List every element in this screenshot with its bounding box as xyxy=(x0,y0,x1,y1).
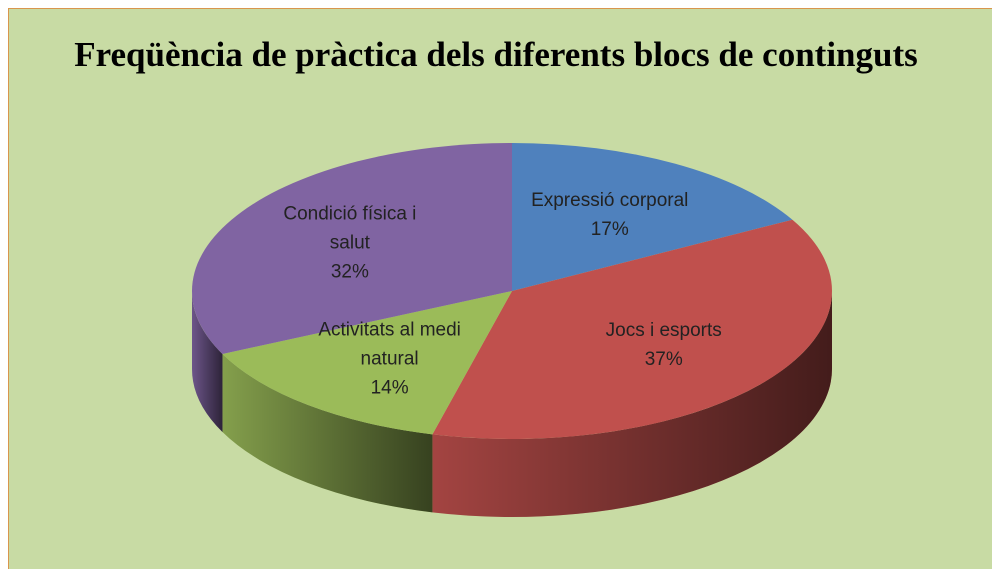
label-category: Condició física i salut xyxy=(283,203,417,254)
data-label: Expressió corporal 17% xyxy=(525,186,695,244)
slice-side-shade xyxy=(192,291,223,433)
label-category: Expressió corporal xyxy=(531,189,689,211)
chart-title: Freqüència de pràctica dels diferents bl… xyxy=(74,35,918,74)
label-value: 37% xyxy=(644,349,683,371)
label-category: Activitats al medi natural xyxy=(318,319,461,370)
slice-side-shade xyxy=(432,291,833,517)
label-value: 32% xyxy=(330,261,369,283)
slice-side-shade xyxy=(222,354,433,513)
label-value: 14% xyxy=(370,377,409,399)
slice xyxy=(432,219,832,439)
data-label: Condició física i salut 32% xyxy=(265,200,435,287)
slice xyxy=(191,143,513,355)
slice xyxy=(222,291,513,435)
slice xyxy=(512,143,793,291)
data-label: Jocs i esports 37% xyxy=(579,316,749,374)
label-value: 17% xyxy=(590,218,629,240)
data-label: Activitats al medi natural 14% xyxy=(305,316,475,403)
label-category: Jocs i esports xyxy=(605,320,722,342)
